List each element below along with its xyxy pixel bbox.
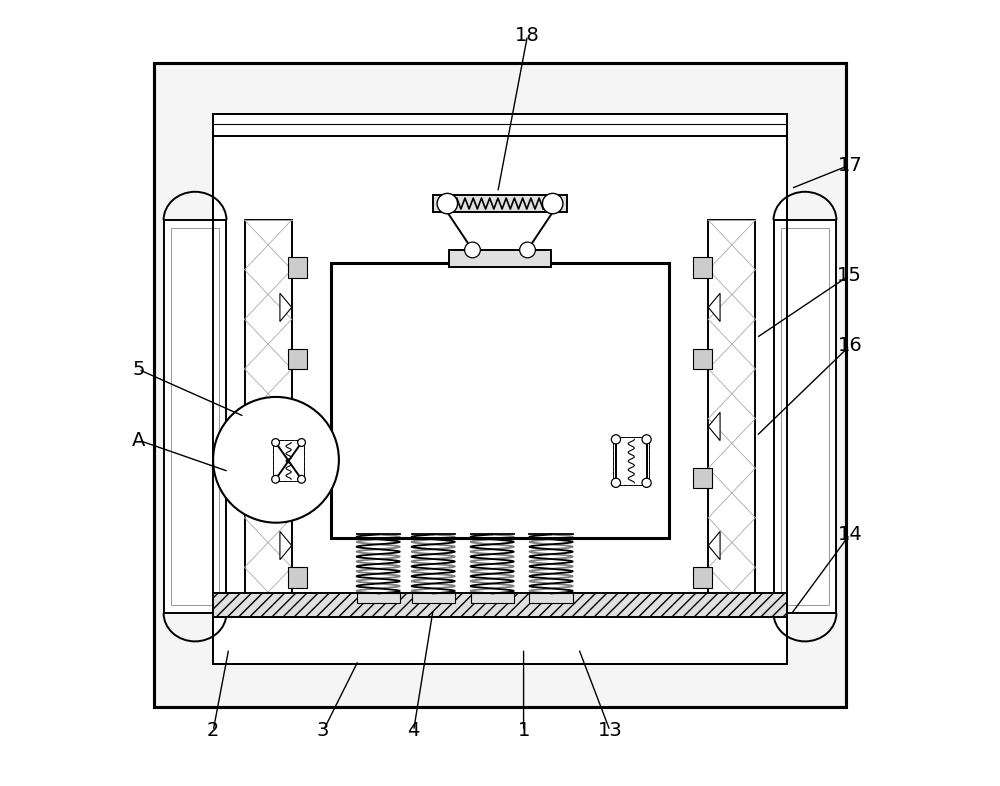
Circle shape [437,193,458,214]
Text: 3: 3 [317,722,329,740]
Circle shape [298,476,305,483]
Bar [693,567,712,588]
Text: 2: 2 [207,722,219,740]
Bar [412,593,455,603]
Circle shape [298,439,305,446]
Text: 17: 17 [837,156,862,174]
Bar [781,228,829,605]
Circle shape [642,435,651,444]
Text: 5: 5 [132,360,145,379]
Bar [245,220,292,617]
Text: 18: 18 [515,26,540,45]
Bar [613,437,649,485]
Bar [357,593,400,603]
Circle shape [520,242,535,258]
Polygon shape [708,293,720,321]
Bar [154,63,846,707]
Bar [288,349,307,369]
Text: 14: 14 [837,525,862,544]
Polygon shape [280,293,292,321]
Bar [433,195,567,212]
Circle shape [272,439,279,446]
Bar [154,63,846,707]
Bar [529,593,573,603]
Bar [471,593,514,603]
Circle shape [642,478,651,487]
Text: 13: 13 [598,722,622,740]
Text: 4: 4 [407,722,420,740]
Bar [273,440,304,481]
Bar [693,258,712,278]
Polygon shape [280,413,292,441]
Bar [273,440,304,481]
Bar [288,468,307,488]
Bar [171,228,219,605]
Bar [288,567,307,588]
Circle shape [611,478,621,487]
Bar [774,220,836,613]
Bar [693,468,712,488]
Text: 15: 15 [837,266,862,285]
Bar [213,114,787,664]
Text: 1: 1 [517,722,530,740]
Polygon shape [708,413,720,441]
Bar [708,220,755,617]
Circle shape [611,435,621,444]
Bar [613,437,649,485]
Polygon shape [708,531,720,560]
Text: 16: 16 [837,336,862,355]
Bar [288,258,307,278]
Circle shape [213,397,339,523]
Bar [449,250,551,267]
Circle shape [542,193,563,214]
Polygon shape [280,531,292,560]
Circle shape [272,476,279,483]
Bar [213,593,787,617]
Circle shape [465,242,480,258]
Bar [331,263,669,538]
Text: A: A [132,431,145,450]
Bar [213,114,787,664]
Bar [164,220,226,613]
Bar [693,349,712,369]
